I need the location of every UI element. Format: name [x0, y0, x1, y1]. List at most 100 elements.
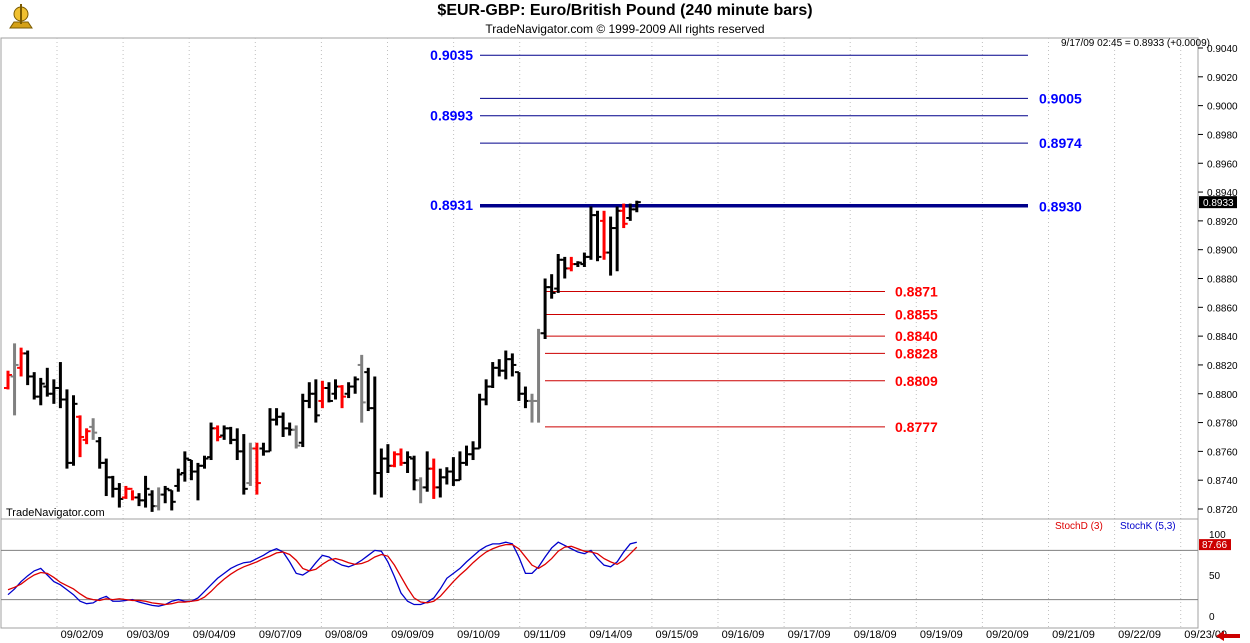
chart-title: $EUR-GBP: Euro/British Pound (240 minute… — [437, 2, 813, 19]
ohlc-bar — [619, 203, 628, 229]
price-tick-label: 0.8740 — [1207, 476, 1238, 487]
ohlc-bar — [501, 350, 510, 380]
ohlc-bar — [154, 487, 163, 511]
ohlc-bar — [200, 455, 209, 469]
level-label: 0.8993 — [430, 108, 473, 124]
price-tick-label: 0.8960 — [1207, 159, 1238, 170]
ohlc-bar — [108, 475, 117, 498]
ohlc-bar — [292, 425, 301, 449]
price-axis[interactable]: 0.90400.90200.90000.89800.89600.89400.89… — [1198, 44, 1238, 516]
price-tick-label: 0.8940 — [1207, 188, 1238, 199]
price-tick-label: 0.9000 — [1207, 102, 1238, 113]
ohlc-bar — [383, 444, 392, 473]
ohlc-bar — [416, 477, 425, 504]
ohlc-bar — [95, 436, 104, 469]
date-tick-label: 09/04/09 — [193, 629, 236, 641]
ohlc-bar — [193, 462, 202, 501]
ohlc-bar — [423, 451, 432, 492]
ohlc-bar — [115, 483, 124, 508]
stoch-last-value-label: 87.66 — [1202, 540, 1227, 551]
date-tick-label: 09/23/09 — [1184, 629, 1227, 641]
price-tick-label: 0.9020 — [1207, 73, 1238, 84]
stochastic-pane: 100 50 0 87.66 StochD (3) StochK (5,3) — [1, 521, 1231, 623]
stoch-tick-label: 100 — [1209, 530, 1226, 541]
date-tick-label: 09/15/09 — [655, 629, 698, 641]
ohlc-bar — [30, 372, 39, 400]
price-tick-label: 0.8800 — [1207, 390, 1238, 401]
ohlc-bar — [364, 367, 373, 412]
date-tick-label: 09/02/09 — [61, 629, 104, 641]
ohlc-bar — [613, 206, 622, 272]
price-tick-label: 0.9040 — [1207, 44, 1238, 55]
ohlc-bar — [187, 459, 196, 481]
price-tick-label: 0.8880 — [1207, 275, 1238, 286]
level-label: 0.8855 — [895, 307, 938, 323]
last-quote-label: 9/17/09 02:45 = 0.8933 (+0.0009) — [1061, 38, 1210, 49]
level-label: 0.8974 — [1039, 135, 1082, 151]
level-label: 0.8930 — [1039, 198, 1082, 214]
ohlc-bar — [36, 377, 45, 406]
ohlc-bar — [580, 252, 589, 267]
date-tick-label: 09/20/09 — [986, 629, 1029, 641]
ohlc-bar — [279, 412, 288, 437]
date-tick-label: 09/21/09 — [1052, 629, 1095, 641]
last-price-label: 0.8933 — [1203, 198, 1234, 209]
ohlc-bar — [318, 380, 327, 409]
ohlc-bar — [449, 457, 458, 486]
ohlc-bar — [528, 393, 536, 423]
ohlc-bar — [213, 425, 222, 442]
ohlc-bar — [455, 451, 464, 482]
date-tick-label: 09/08/09 — [325, 629, 368, 641]
price-tick-label: 0.8820 — [1207, 361, 1238, 372]
date-tick-label: 09/11/09 — [524, 629, 566, 641]
legend-stoch-d: StochD (3) — [1055, 521, 1103, 532]
ohlc-bar — [69, 395, 78, 466]
ohlc-bar — [508, 353, 517, 377]
date-axis[interactable]: 09/02/09 09/03/09 09/04/09 09/07/09 09/08/09… — [61, 629, 1240, 641]
ohlc-bar — [62, 389, 71, 469]
ohlc-bar — [233, 428, 242, 461]
ohlc-bar — [56, 362, 65, 409]
plot-frame — [0, 37, 1199, 629]
ohlc-bar — [338, 385, 347, 409]
price-tick-label: 0.8720 — [1207, 505, 1238, 516]
scroll-left-arrow-icon — [1216, 631, 1240, 641]
ohlc-bar — [403, 451, 412, 473]
level-label: 0.8777 — [895, 419, 938, 435]
date-tick-label: 09/14/09 — [589, 629, 632, 641]
ohlc-bar — [593, 210, 602, 262]
price-tick-label: 0.8900 — [1207, 246, 1238, 257]
ohlc-bar — [357, 354, 366, 423]
date-tick-label: 09/10/09 — [457, 629, 500, 641]
trade-navigator-logo-icon — [4, 2, 38, 32]
last-price-tag — [1199, 196, 1237, 209]
ohlc-bar — [89, 418, 98, 440]
ohlc-bar — [429, 458, 438, 499]
ohlc-bar — [436, 468, 445, 498]
ohlc-bar — [49, 379, 58, 404]
ohlc-bar — [148, 490, 157, 512]
level-label: 0.8840 — [895, 328, 938, 344]
price-tick-label: 0.8980 — [1207, 130, 1238, 141]
ohlc-bar — [180, 451, 189, 482]
price-tick-label: 0.8920 — [1207, 217, 1238, 228]
ohlc-bar — [252, 442, 261, 495]
ohlc-bar — [23, 350, 32, 386]
ohlc-bar — [324, 382, 333, 403]
ohlc-bar — [495, 359, 504, 377]
date-tick-label: 09/03/09 — [127, 629, 170, 641]
legend-stoch-k: StochK (5,3) — [1120, 521, 1176, 532]
ohlc-bar — [10, 343, 19, 416]
grid-lines — [56, 38, 1182, 628]
watermark-label: TradeNavigator.com — [6, 507, 105, 519]
level-label: 0.8809 — [895, 373, 938, 389]
ohlc-bar — [174, 468, 183, 492]
fibonacci-levels: 0.9035 0.9005 0.8993 0.8974 0.8931 0.8930 0.88… — [430, 47, 1082, 435]
ohlc-bar — [521, 386, 530, 409]
stoch-tick-label: 0 — [1209, 612, 1215, 623]
ohlc-bar — [259, 442, 268, 456]
date-tick-label: 09/18/09 — [854, 629, 897, 641]
stoch-last-value-tag — [1199, 539, 1231, 551]
ohlc-bar — [167, 489, 176, 511]
